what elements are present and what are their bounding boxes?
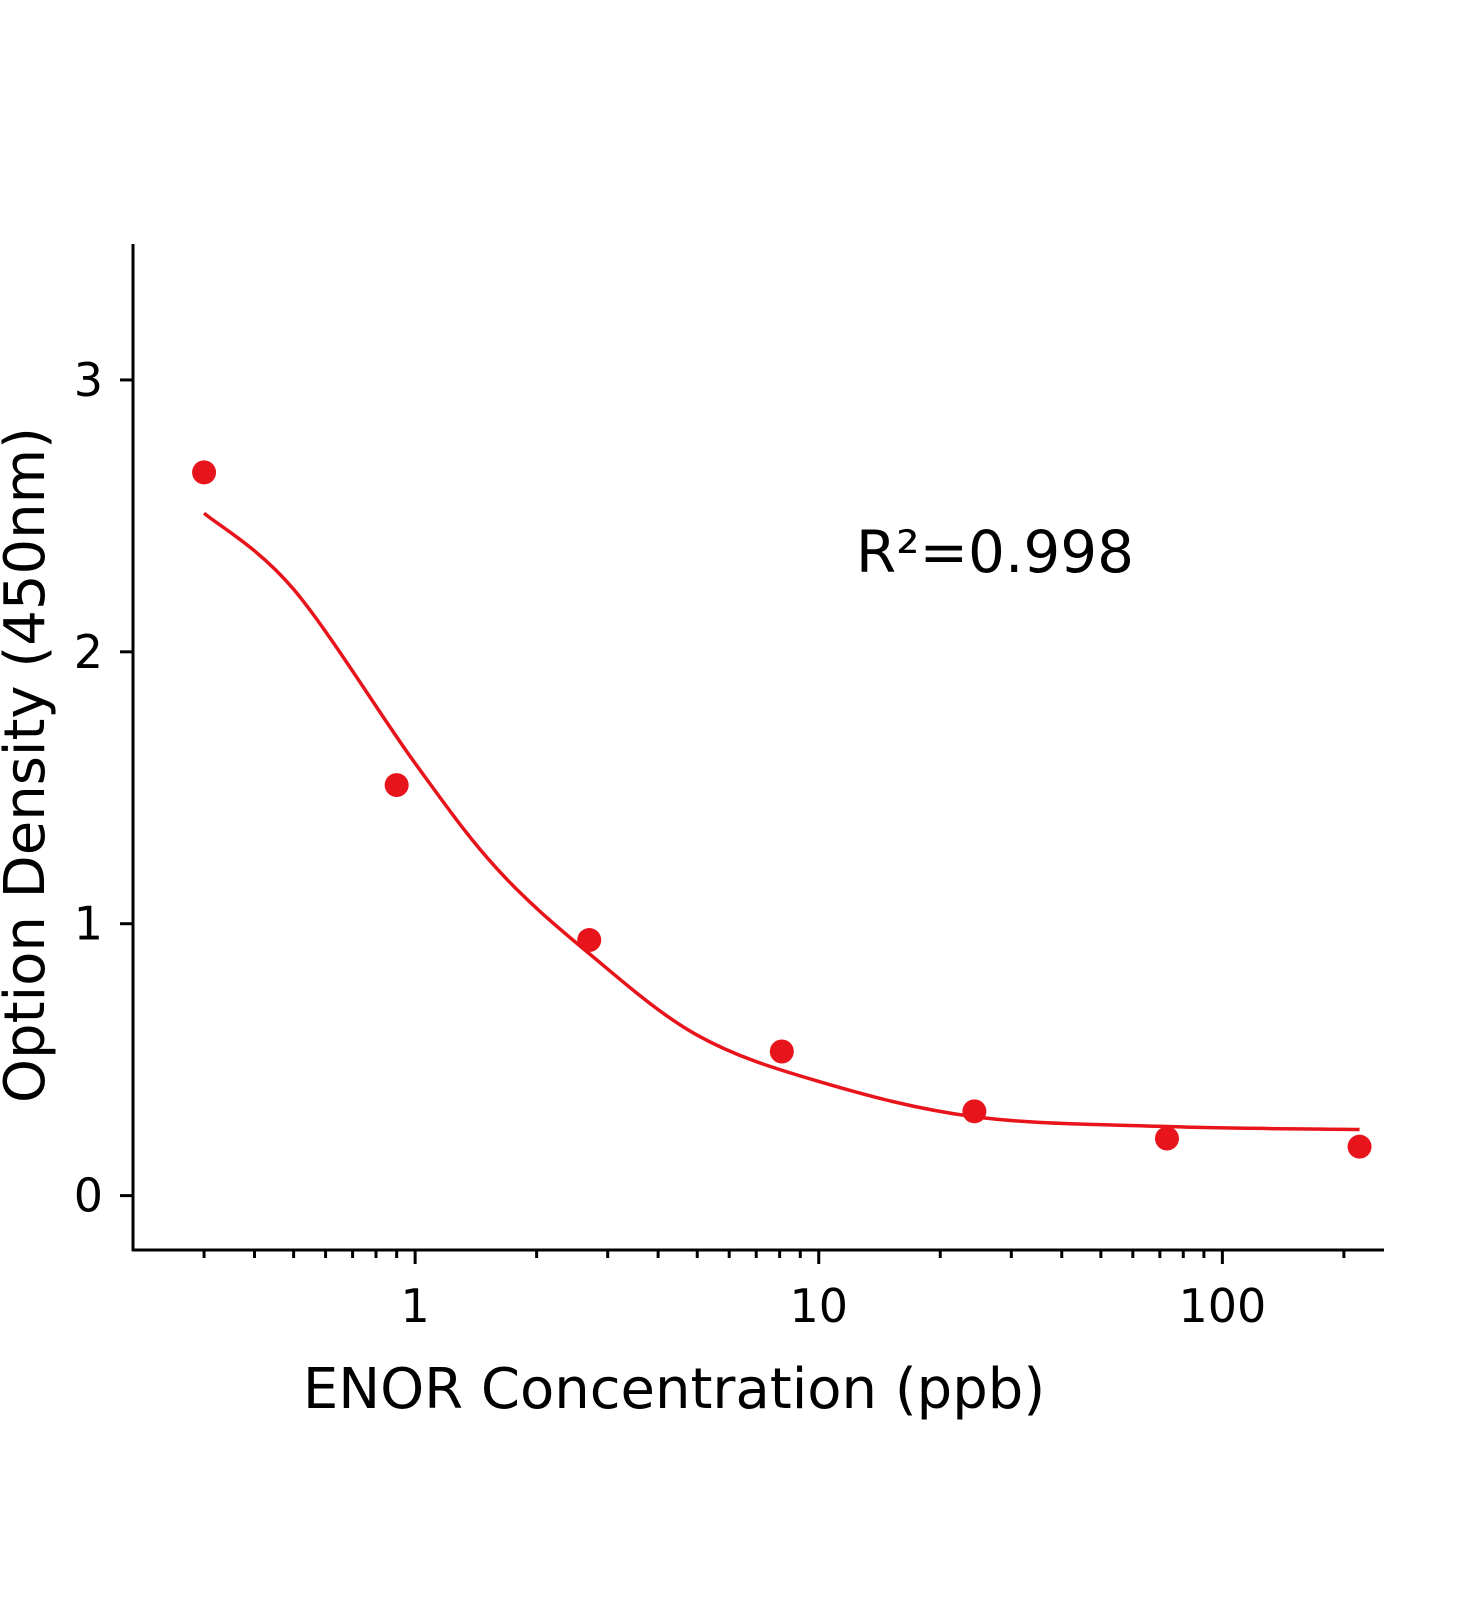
x-tick-label: 100 <box>1178 1279 1266 1333</box>
data-point <box>769 1039 794 1064</box>
data-point <box>192 460 217 485</box>
y-tick-label: 3 <box>74 353 103 407</box>
y-tick-label: 2 <box>74 625 103 679</box>
x-axis-label: ENOR Concentration (ppb) <box>303 1357 1045 1422</box>
y-tick-label: 0 <box>74 1169 103 1223</box>
data-point <box>1347 1134 1372 1159</box>
data-point <box>1154 1126 1179 1151</box>
y-axis-label: Option Density (450nm) <box>0 427 58 1103</box>
fit-curve <box>202 511 1360 1132</box>
x-tick-label: 1 <box>400 1279 429 1333</box>
data-point <box>384 773 409 798</box>
y-tick-label: 1 <box>74 897 103 951</box>
annotation: R²=0.998 <box>856 518 1134 586</box>
data-point <box>577 928 602 953</box>
data-point <box>962 1099 987 1124</box>
x-tick-label: 10 <box>789 1279 848 1333</box>
